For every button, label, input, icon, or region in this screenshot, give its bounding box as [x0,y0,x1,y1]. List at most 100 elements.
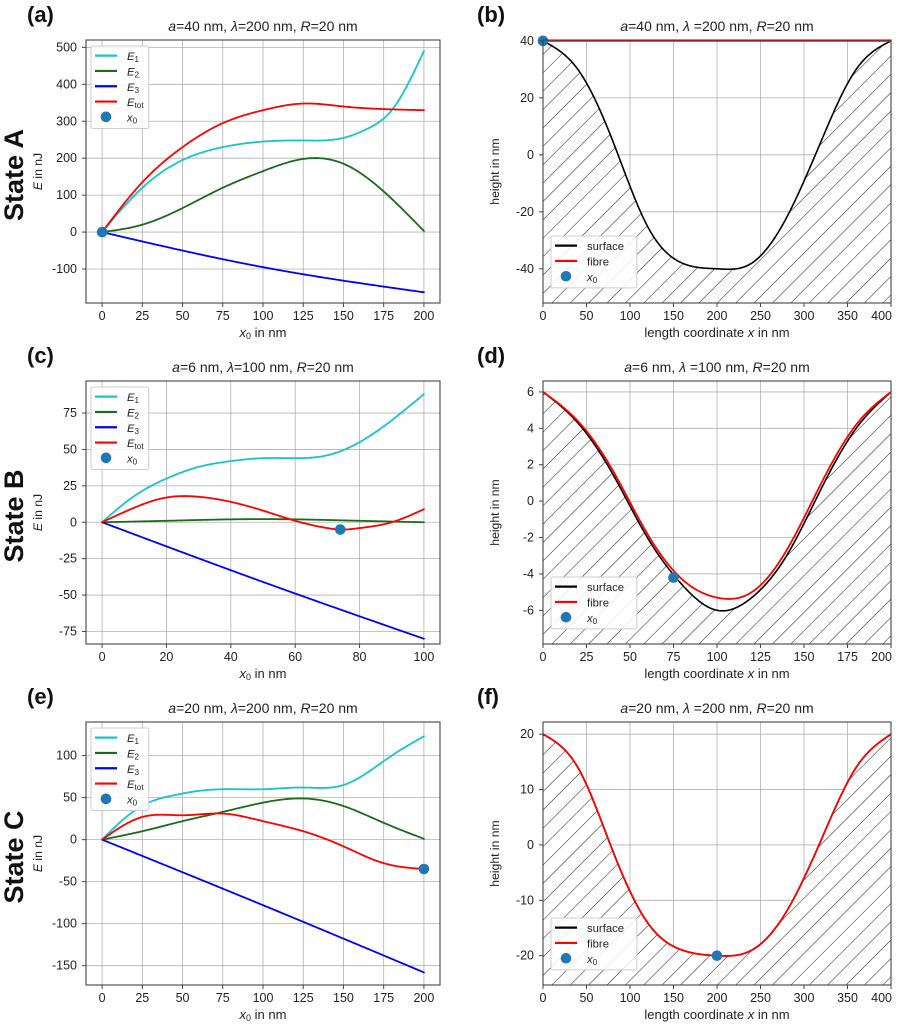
svg-text:x0 in nm: x0 in nm [239,1007,287,1023]
svg-text:250: 250 [750,991,771,1005]
svg-text:200: 200 [56,151,77,165]
svg-text:height in nm: height in nm [488,138,502,204]
svg-text:length coordinate x in nm: length coordinate x in nm [644,1007,789,1022]
svg-text:50: 50 [176,309,190,323]
svg-text:75: 75 [667,650,681,664]
svg-text:0: 0 [540,309,547,323]
svg-text:100: 100 [620,309,641,323]
svg-text:500: 500 [56,40,77,54]
svg-text:50: 50 [623,650,637,664]
svg-text:a=40 nm, λ =200 nm, R=20 nm: a=40 nm, λ =200 nm, R=20 nm [620,18,813,34]
svg-text:25: 25 [135,309,149,323]
svg-text:50: 50 [63,442,77,456]
svg-text:200: 200 [871,650,892,664]
svg-text:20: 20 [159,650,173,664]
svg-text:length coordinate x in nm: length coordinate x in nm [644,325,789,340]
svg-text:300: 300 [794,309,815,323]
svg-text:150: 150 [663,309,684,323]
svg-text:0: 0 [540,650,547,664]
svg-text:125: 125 [293,309,314,323]
svg-text:100: 100 [56,749,77,763]
svg-text:surface: surface [587,923,624,935]
svg-text:100: 100 [56,188,77,202]
svg-text:0: 0 [70,515,77,529]
svg-text:150: 150 [333,309,354,323]
svg-text:125: 125 [750,650,771,664]
svg-text:0: 0 [527,494,534,508]
svg-text:-6: -6 [523,603,534,617]
svg-text:4: 4 [527,421,534,435]
svg-text:40: 40 [520,34,534,48]
svg-text:0: 0 [99,309,106,323]
svg-text:60: 60 [288,650,302,664]
svg-text:175: 175 [373,309,394,323]
svg-text:height in nm: height in nm [488,479,502,545]
svg-text:125: 125 [293,991,314,1005]
svg-text:fibre: fibre [587,597,609,609]
svg-text:40: 40 [224,650,238,664]
svg-text:20: 20 [520,727,534,741]
svg-text:-4: -4 [523,567,534,581]
svg-text:25: 25 [63,479,77,493]
svg-text:80: 80 [353,650,367,664]
svg-text:100: 100 [707,650,728,664]
svg-text:50: 50 [580,991,594,1005]
svg-text:-100: -100 [52,262,77,276]
svg-text:300: 300 [56,114,77,128]
svg-text:0: 0 [70,833,77,847]
svg-text:100: 100 [620,991,641,1005]
svg-text:350: 350 [837,309,858,323]
svg-text:175: 175 [837,650,858,664]
svg-text:State A: State A [0,129,29,221]
svg-text:height in nm: height in nm [488,820,502,886]
svg-text:0: 0 [527,838,534,852]
svg-text:-75: -75 [59,624,77,638]
svg-text:400: 400 [871,991,892,1005]
svg-text:75: 75 [63,406,77,420]
svg-text:0: 0 [99,991,106,1005]
svg-text:a=20 nm, λ =200 nm, R=20 nm: a=20 nm, λ =200 nm, R=20 nm [620,700,813,716]
svg-text:100: 100 [413,650,434,664]
svg-text:200: 200 [413,309,434,323]
svg-text:-40: -40 [516,262,534,276]
svg-text:x0 in nm: x0 in nm [239,325,287,341]
svg-text:surface: surface [587,582,624,594]
svg-text:200: 200 [707,991,728,1005]
svg-text:-50: -50 [59,875,77,889]
svg-text:25: 25 [580,650,594,664]
svg-text:surface: surface [587,241,624,253]
svg-text:6: 6 [527,385,534,399]
svg-text:250: 250 [750,309,771,323]
svg-text:x0 in nm: x0 in nm [239,666,287,682]
svg-text:length coordinate x in nm: length coordinate x in nm [644,666,789,681]
svg-text:0: 0 [540,991,547,1005]
svg-text:400: 400 [56,77,77,91]
svg-text:-150: -150 [52,959,77,973]
svg-text:2: 2 [527,458,534,472]
svg-text:20: 20 [520,91,534,105]
svg-text:150: 150 [794,650,815,664]
svg-text:10: 10 [520,783,534,797]
svg-text:State B: State B [0,469,29,562]
svg-text:-10: -10 [516,893,534,907]
svg-text:50: 50 [580,309,594,323]
svg-text:200: 200 [707,309,728,323]
svg-text:400: 400 [871,309,892,323]
svg-text:100: 100 [253,309,274,323]
svg-text:fibre: fibre [587,938,609,950]
svg-text:a=6 nm, λ=100 nm, R=20 nm: a=6 nm, λ=100 nm, R=20 nm [172,359,354,375]
svg-text:200: 200 [413,991,434,1005]
svg-text:-100: -100 [52,917,77,931]
svg-text:State C: State C [0,810,29,903]
svg-text:150: 150 [333,991,354,1005]
svg-text:300: 300 [794,991,815,1005]
svg-text:150: 150 [663,991,684,1005]
svg-text:0: 0 [70,225,77,239]
svg-text:50: 50 [176,991,190,1005]
svg-text:-50: -50 [59,588,77,602]
svg-text:0: 0 [99,650,106,664]
svg-text:75: 75 [216,991,230,1005]
svg-text:75: 75 [216,309,230,323]
svg-text:0: 0 [527,148,534,162]
svg-text:-25: -25 [59,552,77,566]
